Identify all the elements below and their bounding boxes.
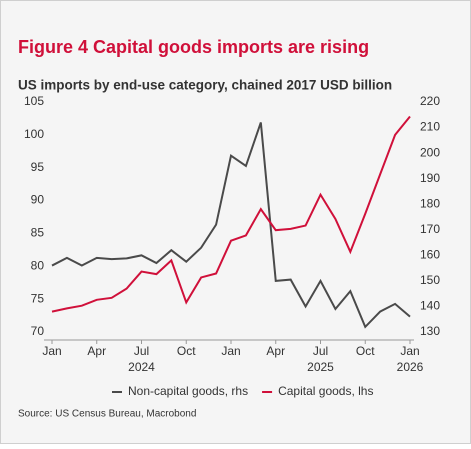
x-tick-label: Jul — [134, 344, 149, 358]
y2-tick-label: 140 — [420, 299, 440, 313]
x-tick-label: Jan — [400, 344, 419, 358]
year-label: 2024 — [128, 360, 155, 374]
y2-tick-label: 220 — [420, 94, 440, 108]
y2-tick-label: 200 — [420, 145, 440, 159]
y-tick-label: 90 — [31, 193, 45, 207]
x-tick-label: Apr — [266, 344, 285, 358]
legend-label: Non-capital goods, rhs — [128, 384, 248, 398]
chart-subtitle: US imports by end-use category, chained … — [18, 78, 392, 93]
source: Source: US Census Bureau, Macrobond — [18, 409, 196, 420]
x-tick-label: Jan — [221, 344, 240, 358]
y2-tick-label: 150 — [420, 273, 440, 287]
y2-tick-label: 210 — [420, 120, 440, 134]
legend-label: Capital goods, lhs — [278, 384, 373, 398]
y2-tick-label: 160 — [420, 248, 440, 262]
x-tick-label: Apr — [87, 344, 106, 358]
y2-tick-label: 170 — [420, 222, 440, 236]
chart-title: Figure 4 Capital goods imports are risin… — [18, 37, 369, 57]
x-tick-label: Jul — [313, 344, 328, 358]
y-tick-label: 100 — [24, 127, 44, 141]
year-label: 2026 — [397, 360, 424, 374]
year-label: 2025 — [307, 360, 334, 374]
y-tick-label: 105 — [24, 94, 44, 108]
y-tick-label: 80 — [31, 258, 45, 272]
y-tick-label: 70 — [31, 324, 45, 338]
x-tick-label: Jan — [42, 344, 61, 358]
line-series — [51, 122, 411, 329]
x-tick-label: Oct — [356, 344, 375, 358]
y-tick-label: 75 — [31, 291, 45, 305]
line-series — [51, 115, 411, 313]
y-tick-label: 85 — [31, 226, 45, 240]
y-tick-label: 95 — [31, 160, 45, 174]
y2-tick-label: 190 — [420, 171, 440, 185]
y2-tick-label: 130 — [420, 324, 440, 338]
y2-tick-label: 180 — [420, 196, 440, 210]
x-tick-label: Oct — [177, 344, 196, 358]
